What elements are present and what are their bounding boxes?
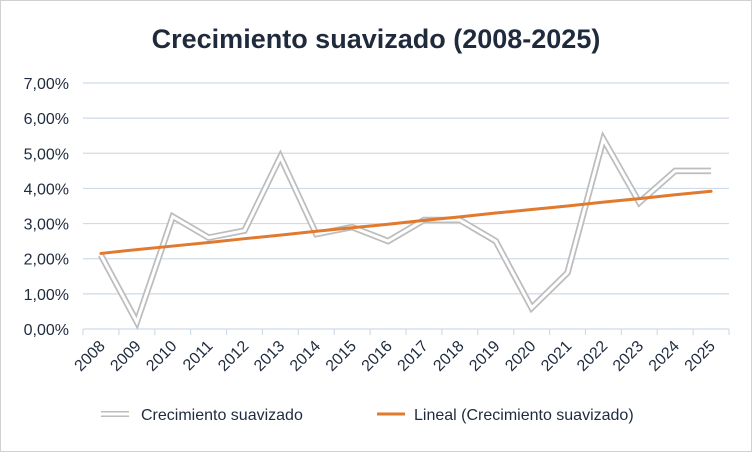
data-point — [315, 233, 318, 235]
data-point — [566, 271, 569, 274]
x-tick-label: 2023 — [610, 338, 647, 375]
data-point — [279, 156, 282, 158]
data-point — [494, 240, 497, 242]
x-tick-label: 2022 — [574, 338, 611, 375]
x-tick-label: 2009 — [107, 338, 144, 375]
x-tick-label: 2013 — [251, 338, 288, 375]
x-tick-label: 2019 — [466, 338, 503, 375]
legend-label-trendline: Lineal (Crecimiento suavizado) — [414, 407, 634, 424]
legend-label-crecimiento: Crecimiento suavizado — [141, 407, 303, 424]
series-line-crecimiento — [99, 135, 712, 326]
data-point — [638, 201, 641, 204]
x-tick-label: 2018 — [430, 338, 467, 375]
y-tick-label: 1,00% — [24, 287, 69, 304]
legend: Crecimiento suavizado Lineal (Crecimiento… — [101, 407, 634, 424]
y-tick-label: 7,00% — [24, 76, 69, 93]
data-point — [530, 307, 533, 309]
series-line-trendline — [99, 189, 713, 255]
x-tick-label: 2011 — [180, 338, 216, 374]
x-tick-label: 2024 — [646, 338, 683, 375]
y-tick-label: 2,00% — [24, 252, 69, 269]
y-tick-label: 3,00% — [24, 217, 69, 234]
x-tick-label: 2017 — [395, 338, 432, 375]
data-point — [243, 229, 246, 232]
x-tick-label: 2025 — [682, 338, 719, 375]
x-tick-label: 2008 — [72, 338, 109, 375]
data-point — [459, 219, 461, 221]
y-tick-label: 0,00% — [24, 322, 69, 339]
data-point — [387, 240, 389, 242]
data-point — [136, 321, 138, 323]
data-point — [602, 138, 605, 141]
x-tick-label: 2021 — [538, 338, 575, 375]
y-axis: 0,00% 1,00% 2,00% 3,00% 4,00% 5,00% 6,00% 7,00% — [24, 76, 69, 339]
y-tick-label: 4,00% — [24, 181, 69, 198]
gridlines — [83, 82, 729, 330]
y-tick-label: 5,00% — [24, 146, 69, 163]
data-point — [207, 236, 210, 239]
data-point — [710, 170, 712, 172]
series-group — [98, 130, 713, 331]
data-point — [674, 170, 676, 172]
x-tick-label: 2014 — [287, 338, 324, 375]
data-point — [171, 215, 174, 218]
x-tick-label: 2020 — [502, 338, 539, 375]
x-tick-label: 2015 — [323, 338, 360, 375]
x-tick-label: 2016 — [359, 338, 396, 375]
chart-title: Crecimiento suavizado (2008-2025) — [152, 24, 601, 54]
y-tick-label: 6,00% — [24, 111, 69, 128]
x-tick-label: 2010 — [143, 338, 180, 375]
x-tick-label: 2012 — [215, 338, 252, 375]
